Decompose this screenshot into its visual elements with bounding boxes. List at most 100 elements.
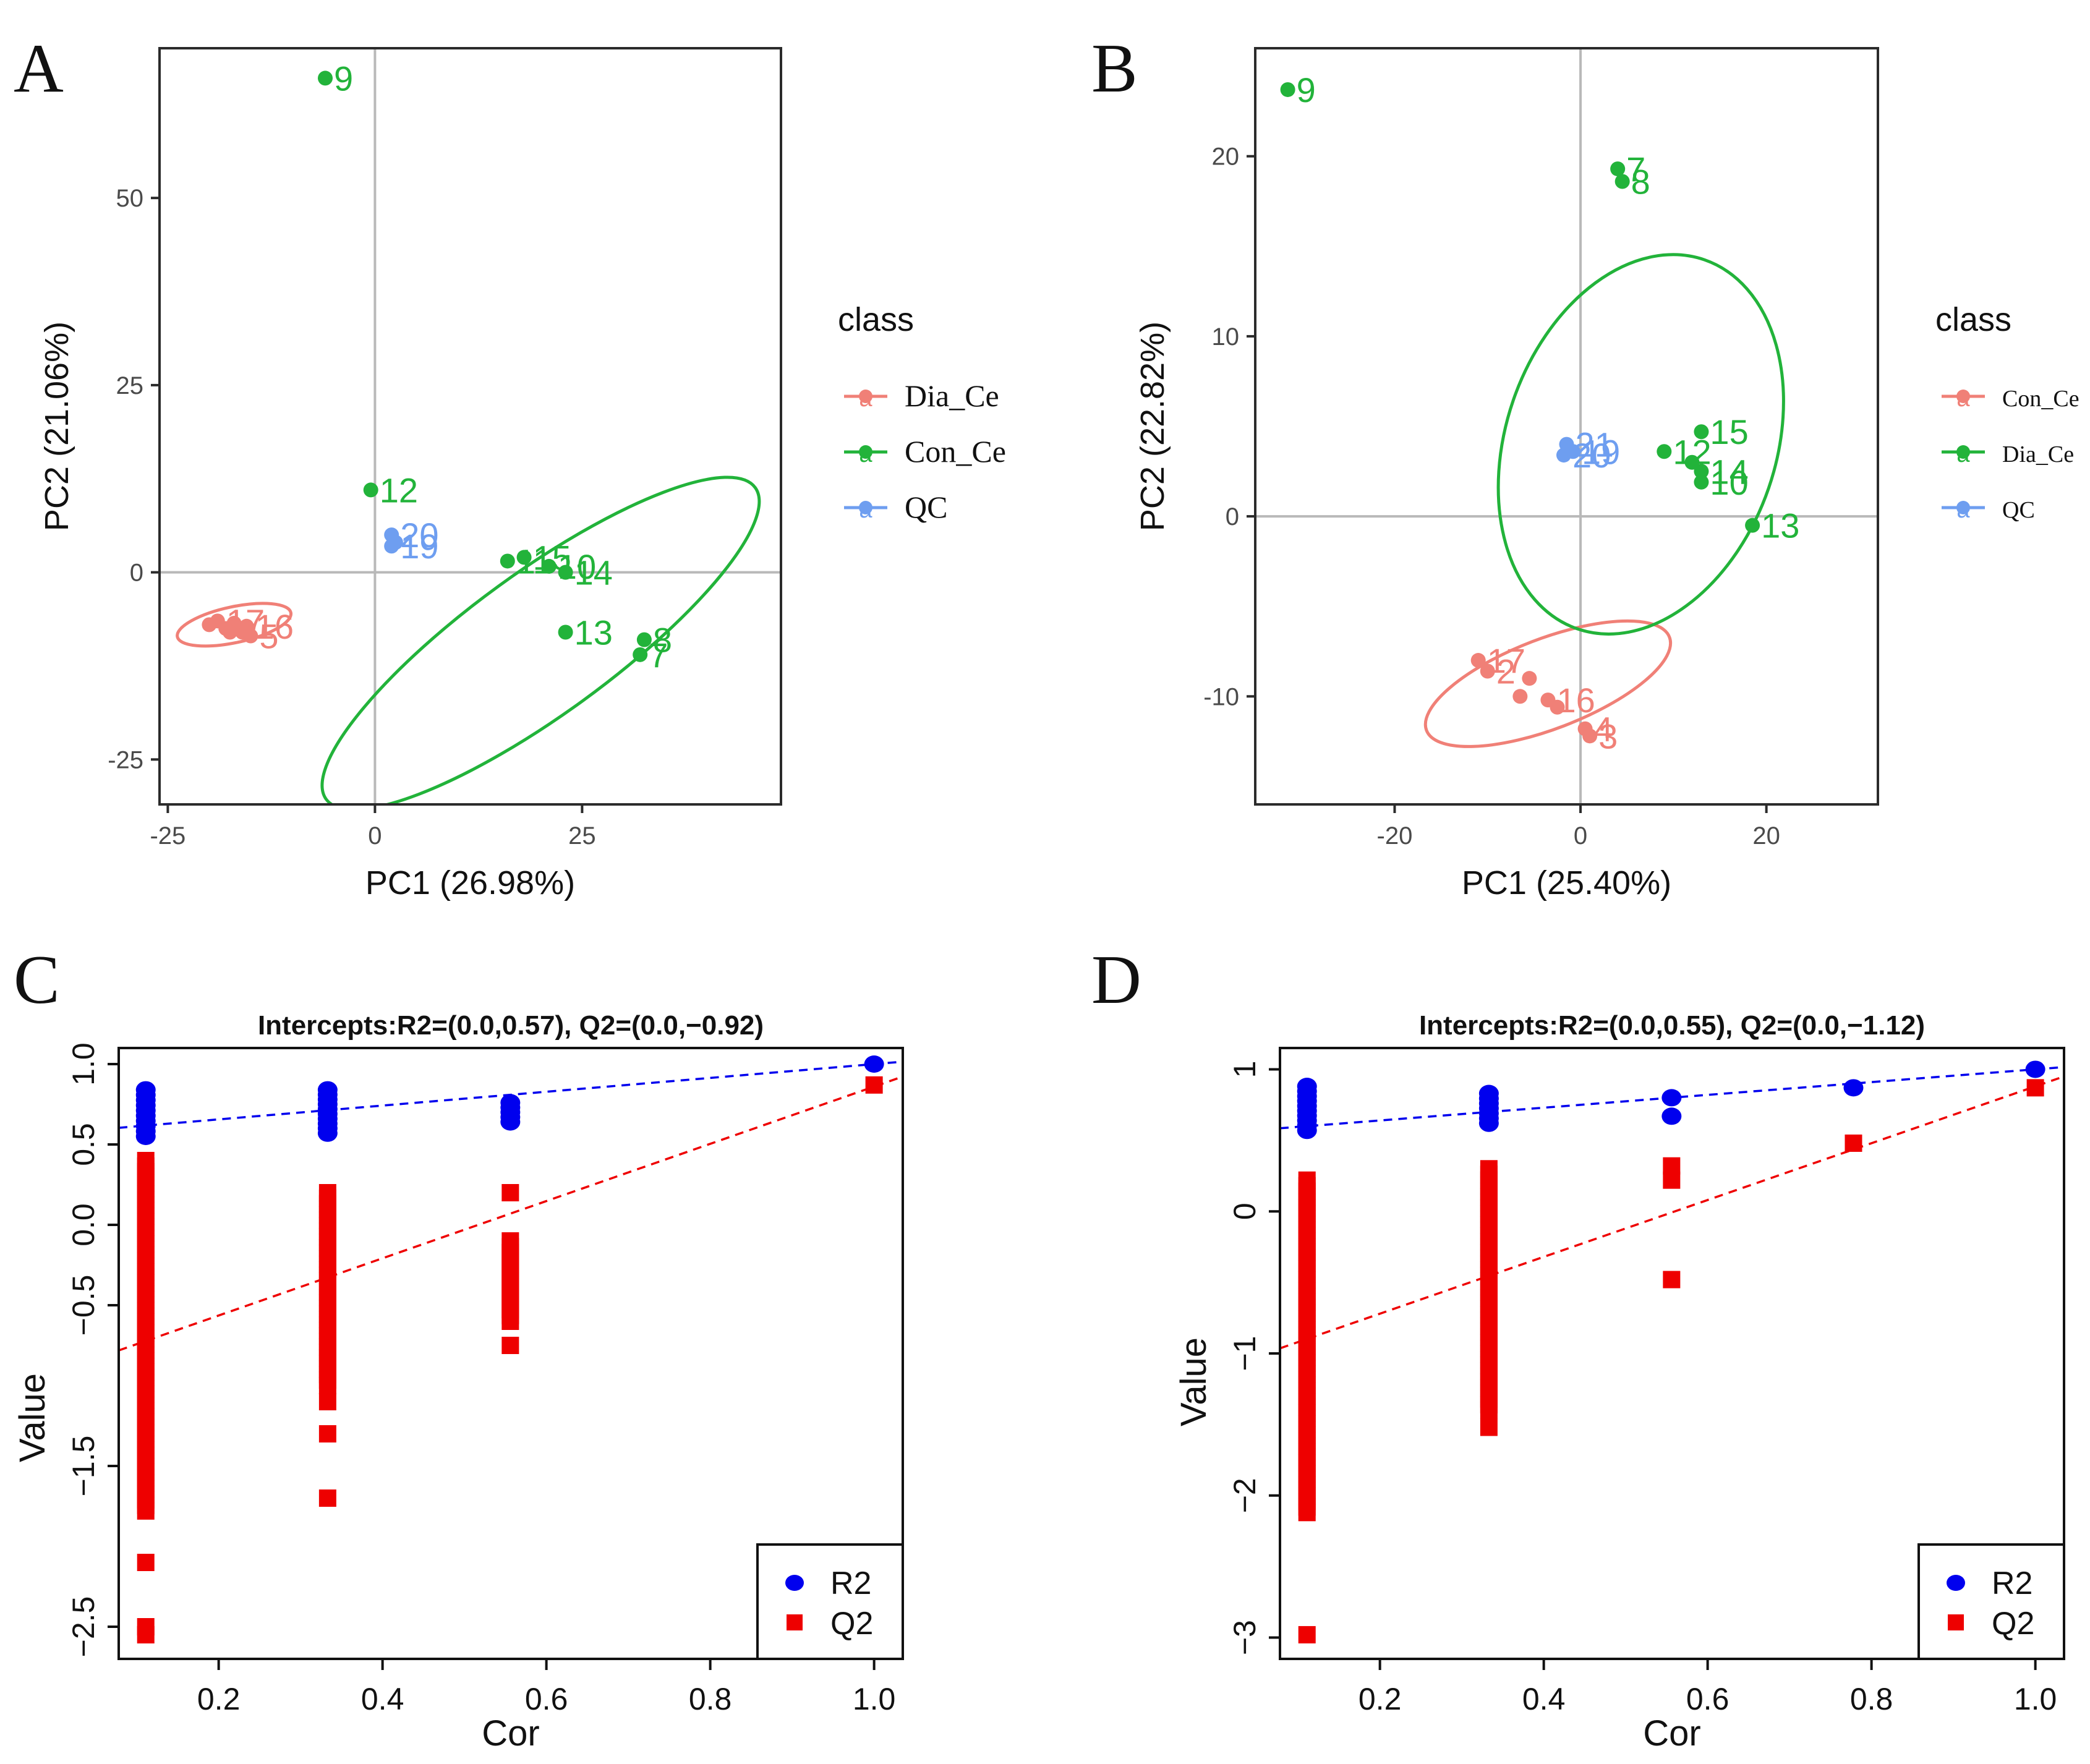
r2-marker [1843,1079,1864,1097]
r2-marker [1478,1084,1499,1102]
data-point [1566,444,1581,459]
r2-marker [135,1081,156,1099]
x-tick-label: -20 [1377,822,1413,850]
data-point [363,482,378,498]
regression-line-q2 [119,1075,903,1352]
data-point [1550,699,1565,715]
legend-key-r2 [1947,1575,1965,1591]
q2-marker [1663,1171,1681,1189]
legend-label: Dia_Ce [2002,441,2074,467]
panel-a: A171659121115101413872019-25025-2502550P… [14,30,1006,901]
legend-box [756,1543,904,1660]
data-point [500,553,515,569]
point-label: 19 [400,527,438,566]
r2-marker [1661,1107,1682,1125]
y-axis-title: PC2 (22.82%) [1134,322,1171,531]
y-tick-label: 1 [1227,1061,1262,1078]
y-axis-title: PC2 (21.06%) [38,322,75,531]
legend-label: R2 [830,1566,871,1601]
r2-marker [500,1094,521,1112]
x-tick-label: 20 [1752,822,1780,850]
panel-letter: C [14,942,60,1018]
y-tick-label: -25 [108,746,143,773]
legend-label: R2 [1992,1566,2032,1601]
point-label: 10 [1710,463,1748,502]
point-label: 21 [1576,425,1614,464]
confidence-ellipse-dia-ce [176,602,293,648]
legend-box [1917,1543,2065,1660]
data-point [1614,174,1630,189]
plot-frame [1254,47,1879,806]
x-tick-label: -25 [150,822,186,850]
q2-marker [318,1184,336,1201]
panel-c: C Intercepts:R2=(0.0,0.57), Q2=(0.0,−0.92… [12,942,904,1753]
point-label: 15 [1710,412,1748,451]
x-tick-label: 0.4 [1522,1682,1566,1716]
x-tick-label: 1.0 [2014,1682,2057,1716]
legend-key-glyph: a [859,497,872,523]
point-label: 3 [1598,717,1618,756]
data-point [222,624,237,640]
x-tick-label: 0 [1574,822,1587,850]
regression-line-r2 [1280,1066,2064,1130]
y-tick-label: −1.5 [66,1436,101,1497]
plot-frame [117,1047,904,1660]
point-label: 12 [380,471,418,509]
chart-title: Intercepts:R2=(0.0,0.57), Q2=(0.0,−0.92) [258,1010,764,1041]
y-tick-label: 0.0 [66,1203,101,1246]
legend-label: Dia_Ce [905,378,999,413]
q2-marker [137,1152,155,1169]
x-tick-label: 0.8 [1850,1682,1893,1716]
q2-marker [1663,1271,1681,1289]
y-tick-label: −2.5 [66,1596,101,1658]
r2-marker [1297,1078,1317,1096]
data-point [558,565,573,580]
data-point [1694,474,1709,490]
legend-label: QC [2002,497,2035,523]
q2-marker [137,1554,155,1571]
x-axis-title: Cor [1643,1713,1700,1753]
x-tick-label: 0.2 [197,1682,241,1716]
x-tick-label: 0.8 [689,1682,732,1716]
confidence-ellipse-con-ce [320,475,761,804]
y-tick-label: −2 [1227,1478,1262,1513]
legend-key-r2 [785,1575,804,1591]
data-point [1684,454,1700,470]
legend-key-dot [859,445,872,459]
r2-marker [317,1081,338,1099]
q2-marker [501,1184,519,1201]
data-point [1657,444,1672,459]
y-tick-label: 0.5 [66,1123,101,1166]
data-point [636,632,652,647]
data-point [318,70,333,86]
x-axis-title: PC1 (26.98%) [365,864,575,901]
regression-line-r2 [119,1060,903,1129]
q2-marker [501,1232,519,1250]
legend-key-glyph: a [859,386,872,412]
legend-title: class [1935,301,2011,338]
panel-letter: A [14,30,64,107]
data-point [541,558,557,574]
plot-area [1280,1060,2064,1643]
point-label: 9 [1297,70,1316,109]
data-point [1512,689,1528,704]
legend-key-dot [1956,390,1970,403]
point-label: 5 [259,617,278,656]
x-tick-label: 0.6 [525,1682,568,1716]
point-label: 2 [1496,652,1516,691]
plot-frame [158,47,782,806]
y-tick-label: 0 [1227,1203,1262,1220]
panel-letter: D [1091,942,1141,1018]
chart-title: Intercepts:R2=(0.0,0.55), Q2=(0.0,−1.12) [1419,1010,1925,1041]
legend-label: Q2 [830,1606,873,1642]
data-point [1480,663,1495,679]
data-point [1694,464,1709,479]
y-tick-label: 20 [1212,143,1240,171]
plot-area: 171659121115101413872019 [176,59,761,804]
legend-label: QC [905,490,947,524]
